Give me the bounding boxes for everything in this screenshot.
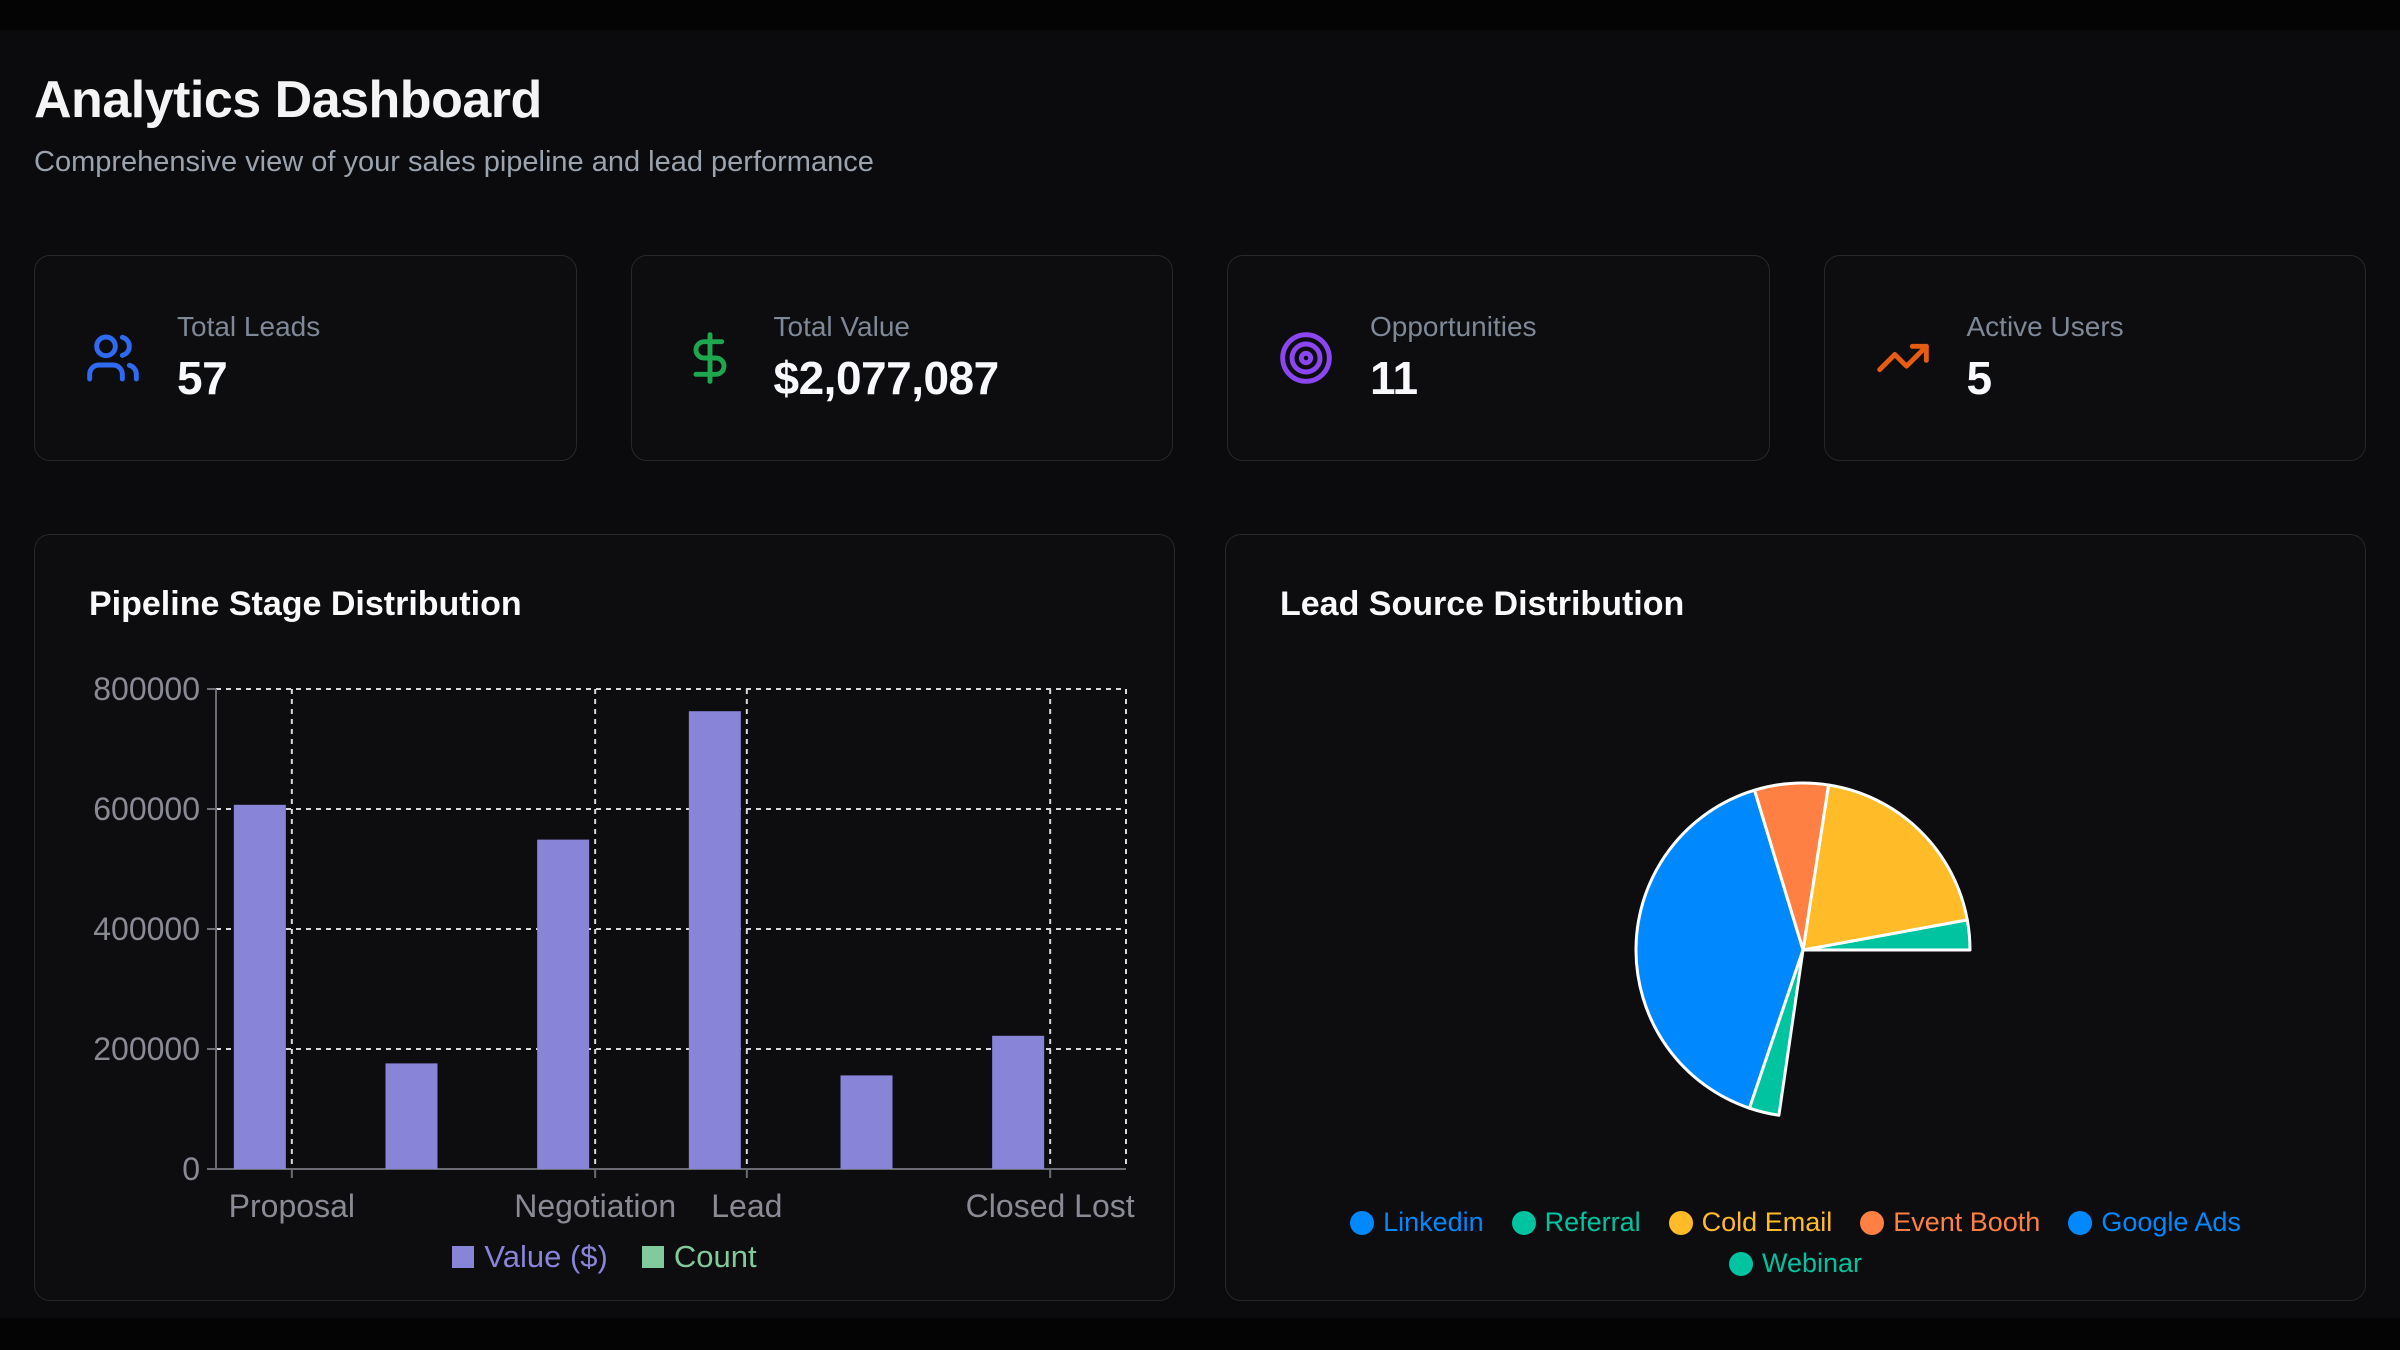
stat-card-total-value: Total Value $2,077,087 (630, 255, 1173, 461)
bar-value (688, 711, 741, 1169)
legend-label: Webinar (1761, 1248, 1863, 1278)
pie-slice-cold-email (1801, 783, 1969, 952)
pie-chart-title: Lead Source Distribution (1280, 585, 1685, 623)
page-subtitle: Comprehensive view of your sales pipelin… (34, 146, 874, 178)
users-icon (85, 330, 141, 386)
legend-item-value-: Value ($) (452, 1239, 608, 1275)
trending-up-icon (1875, 330, 1931, 386)
dollar-sign-icon (682, 330, 738, 386)
y-tick-label: 200000 (93, 1031, 200, 1067)
x-tick-label: Lead (711, 1188, 782, 1224)
stat-value: 57 (177, 352, 228, 404)
legend-dot (1860, 1210, 1885, 1235)
legend-item-referral: Referral (1511, 1207, 1641, 1238)
legend-item-google-ads: Google Ads (2068, 1207, 2241, 1238)
pie-slice-linkedin (1634, 788, 1805, 1110)
stat-card-opportunities: Opportunities 11 (1227, 255, 1770, 461)
legend-label: Referral (1544, 1207, 1641, 1237)
bar-value (385, 1063, 438, 1169)
legend-item-count: Count (641, 1239, 757, 1275)
legend-item-linkedin: Linkedin (1350, 1207, 1484, 1238)
legend-label: Cold Email (1701, 1207, 1833, 1237)
stat-label: Total Value (773, 311, 910, 342)
y-tick-label: 600000 (93, 791, 200, 827)
bar-chart-legend: Value ($) Count (35, 1239, 1174, 1275)
legend-dot (2068, 1210, 2093, 1235)
legend-item-webinar: Webinar (1728, 1248, 1863, 1279)
pipeline-stage-panel: Pipeline Stage Distribution 0 200000 40000… (34, 534, 1175, 1301)
stat-value: 11 (1370, 352, 1418, 404)
legend-label: Google Ads (2101, 1207, 2241, 1237)
y-tick-label: 400000 (93, 911, 200, 947)
bar-value (840, 1075, 893, 1169)
legend-label: Count (673, 1239, 757, 1274)
legend-swatch (452, 1246, 475, 1268)
y-tick-label: 800000 (93, 671, 200, 707)
stat-label: Active Users (1966, 311, 2124, 342)
pie-legend-row: Linkedin Referral Cold Email Event Booth Goo… (1350, 1207, 2241, 1238)
stat-cards-row: Total Leads 57 Total Value $2,077,087 Opport… (34, 255, 2366, 461)
legend-dot (1350, 1210, 1375, 1235)
y-tick-label: 0 (182, 1151, 200, 1187)
x-tick-label: Proposal (229, 1188, 355, 1224)
bar-value (992, 1035, 1045, 1169)
stat-label: Total Leads (177, 311, 321, 342)
stat-card-total-leads: Total Leads 57 (34, 255, 577, 461)
chart-panels-row: Pipeline Stage Distribution 0 200000 40000… (34, 534, 2366, 1301)
pie-slice-webinar (1747, 948, 1805, 1117)
dashboard-page: Analytics Dashboard Comprehensive view o… (0, 30, 2400, 1318)
legend-dot (1511, 1210, 1536, 1235)
x-tick-label: Closed Lost (966, 1188, 1135, 1224)
stat-card-active-users: Active Users 5 (1823, 255, 2366, 461)
legend-label: Value ($) (484, 1239, 608, 1274)
legend-label: Event Booth (1893, 1207, 2041, 1237)
stat-value: 5 (1966, 352, 1993, 404)
pipeline-bar-chart: 0 200000 400000 600000 800000 Proposal Negotia… (93, 671, 1135, 1224)
stat-value: $2,077,087 (773, 352, 1000, 404)
pie-chart-legend: Linkedin Referral Cold Email Event Booth Goo… (1226, 1207, 2365, 1279)
legend-item-event-booth: Event Booth (1860, 1207, 2040, 1238)
lead-source-panel: Lead Source Distribution Linkedin Referra… (1225, 534, 2366, 1301)
legend-swatch (641, 1246, 664, 1268)
bar-value (233, 804, 286, 1169)
x-tick-label: Negotiation (514, 1188, 676, 1224)
legend-dot (1668, 1210, 1693, 1235)
bar-value (537, 839, 590, 1169)
stat-label: Opportunities (1370, 311, 1537, 342)
legend-item-cold-email: Cold Email (1668, 1207, 1833, 1238)
pie-legend-row: Webinar (1728, 1248, 1863, 1279)
bar-chart-title: Pipeline Stage Distribution (89, 585, 522, 623)
lead-source-pie-chart (1634, 781, 1972, 1117)
legend-label: Linkedin (1383, 1207, 1484, 1237)
page-title: Analytics Dashboard (34, 71, 542, 129)
target-icon (1278, 330, 1334, 386)
legend-dot (1728, 1251, 1753, 1276)
